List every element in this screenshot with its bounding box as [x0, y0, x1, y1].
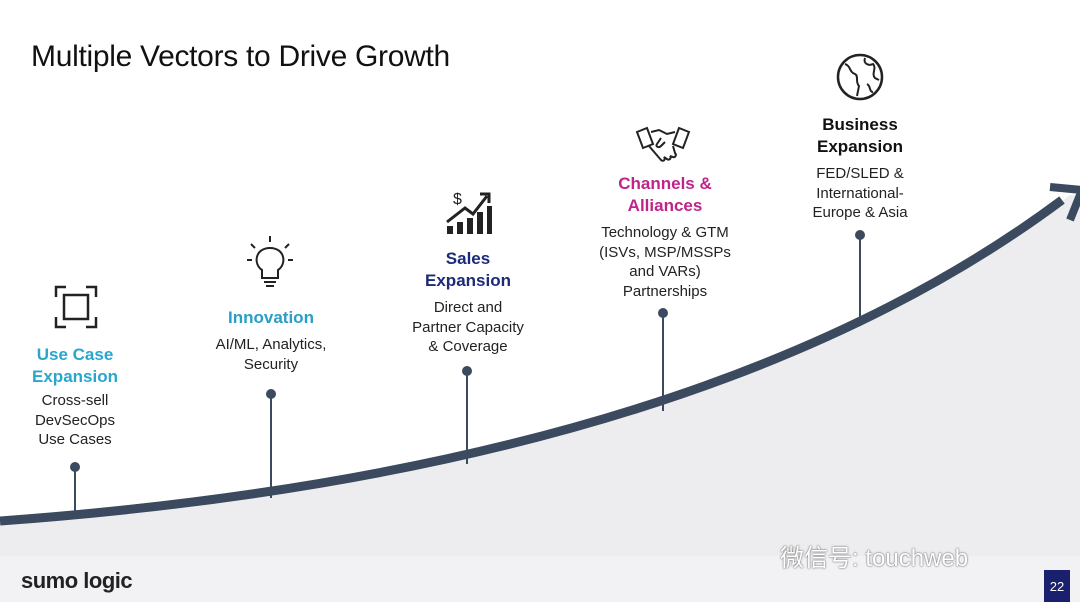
growth-arrow — [0, 196, 1065, 526]
curve-area — [0, 195, 1080, 602]
step-channels-alliances: Channels & Alliances Technology & GTM (I… — [565, 173, 765, 301]
step-line: Cross-sell — [41, 392, 109, 409]
handshake-icon — [635, 126, 691, 162]
dollar-growth-chart-icon: $ — [446, 191, 492, 234]
step-line: Technology & GTM — [601, 224, 729, 241]
step-line: Security — [243, 355, 299, 373]
step-sales-expansion: Sales Expansion Direct and Partner Capac… — [368, 248, 568, 357]
watermark: 微信号: touchweb — [780, 545, 969, 572]
slide-title: Multiple Vectors to Drive Growth — [31, 40, 450, 73]
step-line: DevSecOps — [34, 411, 116, 429]
step-line: and VARs) — [629, 263, 701, 280]
stems — [74, 235, 861, 518]
step-use-case-expansion: Use Case Expansion Cross-sell DevSecOps … — [0, 344, 175, 450]
step-line: & Coverage — [428, 338, 508, 355]
sumo-logic-logo: sumo logic — [21, 568, 133, 593]
arrow-head — [1049, 183, 1080, 222]
step-title: Use Case Expansion — [32, 345, 118, 386]
step-title: Sales Expansion — [425, 249, 511, 290]
step-line: Europe & Asia — [812, 204, 908, 221]
step-title: Channels & Alliances — [618, 174, 712, 215]
step-line: International- — [816, 184, 904, 202]
step-line: FED/SLED & — [816, 165, 904, 182]
step-title: Business Expansion — [817, 115, 903, 156]
step-title: Innovation — [228, 308, 314, 327]
step-line: Partnerships — [622, 282, 708, 300]
step-line: Use Cases — [38, 431, 112, 448]
globe-icon — [836, 53, 884, 101]
step-line: Partner Capacity — [412, 318, 524, 336]
step-line: (ISVs, MSP/MSSPs — [599, 243, 731, 261]
footer-band — [0, 556, 1080, 602]
step-line: Direct and — [433, 299, 503, 316]
step-business-expansion: Business Expansion FED/SLED & Internatio… — [760, 114, 960, 223]
focus-frame-icon — [54, 285, 98, 329]
lightbulb-icon — [247, 236, 293, 287]
step-line: AI/ML, Analytics, — [215, 336, 327, 353]
stem-dots — [70, 230, 865, 472]
step-innovation: Innovation AI/ML, Analytics, Security — [171, 307, 371, 374]
page-number: 22 — [1044, 570, 1070, 602]
svg-text:$: $ — [453, 191, 462, 208]
